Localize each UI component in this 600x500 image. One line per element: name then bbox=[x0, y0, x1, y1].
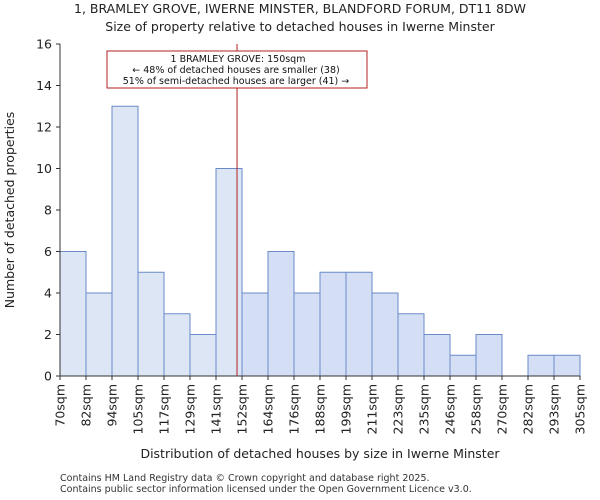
histogram-bar bbox=[59, 251, 87, 377]
histogram-bar bbox=[137, 271, 165, 377]
histogram-bar bbox=[553, 354, 581, 377]
x-tick-label: 246sqm bbox=[443, 384, 458, 434]
annotation-line-3: 51% of semi-detached houses are larger (… bbox=[123, 76, 350, 87]
footer-line-1: Contains HM Land Registry data © Crown c… bbox=[60, 473, 430, 484]
histogram-bar bbox=[293, 292, 321, 377]
x-tick-label: 223sqm bbox=[391, 384, 406, 434]
y-axis-label: Number of detached properties bbox=[2, 112, 17, 309]
x-tick-label: 258sqm bbox=[469, 384, 484, 434]
histogram-bar bbox=[371, 292, 399, 377]
x-tick-label: 105sqm bbox=[131, 384, 146, 434]
x-tick-label: 235sqm bbox=[417, 384, 432, 434]
histogram-bar bbox=[85, 292, 113, 377]
histogram-bar bbox=[163, 313, 191, 377]
bars-group bbox=[59, 105, 581, 377]
x-tick-label: 270sqm bbox=[495, 384, 510, 434]
x-tick-label: 188sqm bbox=[313, 384, 328, 434]
histogram-bar bbox=[319, 271, 347, 377]
x-tick-label: 164sqm bbox=[261, 384, 276, 434]
y-tick-label: 8 bbox=[44, 203, 52, 218]
annotation-box: 1 BRAMLEY GROVE: 150sqm ← 48% of detache… bbox=[106, 50, 368, 89]
y-tick-label: 10 bbox=[36, 161, 52, 176]
x-tick-label: 129sqm bbox=[183, 384, 198, 434]
x-tick-label: 199sqm bbox=[339, 384, 354, 434]
histogram-bar bbox=[345, 271, 373, 377]
x-tick-label: 211sqm bbox=[365, 384, 380, 434]
y-tick-label: 6 bbox=[44, 244, 52, 259]
annotation-line-2: ← 48% of detached houses are smaller (38… bbox=[132, 65, 339, 76]
x-tick-label: 141sqm bbox=[209, 384, 224, 434]
x-tick-label: 152sqm bbox=[235, 384, 250, 434]
x-tick-label: 82sqm bbox=[79, 384, 94, 427]
y-tick-label: 16 bbox=[36, 37, 52, 52]
y-tick-label: 2 bbox=[44, 327, 52, 342]
y-tick-label: 0 bbox=[44, 369, 52, 384]
chart-subtitle: Size of property relative to detached ho… bbox=[105, 19, 495, 34]
x-tick-label: 293sqm bbox=[547, 384, 562, 434]
x-tick-label: 305sqm bbox=[573, 384, 588, 434]
x-tick-label: 176sqm bbox=[287, 384, 302, 434]
x-axis-label: Distribution of detached houses by size … bbox=[140, 446, 500, 461]
histogram-bar bbox=[449, 354, 477, 377]
histogram-bar bbox=[189, 334, 217, 377]
annotation-border bbox=[106, 50, 368, 89]
x-tick-label: 117sqm bbox=[157, 384, 172, 434]
histogram-bar bbox=[527, 354, 555, 377]
y-tick-label: 4 bbox=[44, 286, 52, 301]
y-axis: 0 2 4 6 8 10 12 14 16 bbox=[36, 37, 61, 384]
histogram-bar bbox=[475, 334, 503, 377]
x-axis: 70sqm 82sqm 94sqm 105sqm 117sqm 129sqm 141sqm 1… bbox=[53, 375, 588, 434]
x-tick-label: 70sqm bbox=[53, 384, 68, 427]
histogram-bar bbox=[267, 251, 295, 377]
histogram-bar bbox=[423, 334, 451, 377]
y-tick-label: 12 bbox=[36, 120, 52, 135]
histogram-bar bbox=[397, 313, 425, 377]
histogram-bar bbox=[241, 292, 269, 377]
x-tick-label: 94sqm bbox=[105, 384, 120, 427]
annotation-line-1: 1 BRAMLEY GROVE: 150sqm bbox=[171, 54, 306, 65]
chart-title: 1, BRAMLEY GROVE, IWERNE MINSTER, BLANDF… bbox=[74, 1, 526, 16]
y-tick-label: 14 bbox=[36, 78, 52, 93]
histogram-bar bbox=[111, 105, 139, 377]
footer-line-2: Contains public sector information licen… bbox=[60, 484, 472, 495]
histogram-bar bbox=[215, 168, 243, 377]
x-tick-label: 282sqm bbox=[521, 384, 536, 434]
